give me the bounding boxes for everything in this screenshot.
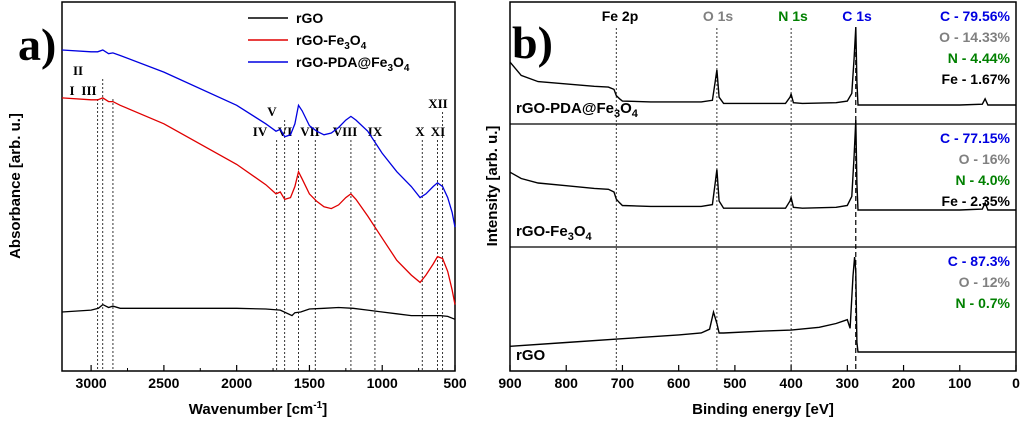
tick-label: 200 xyxy=(892,375,916,391)
panel-a-x-axis-label: Wavenumber [cm-1] xyxy=(189,400,327,418)
peak-marker-label: XI xyxy=(431,124,445,139)
spectrum-panel: rGO C - 87.3% O - 12% N - 0.7% xyxy=(509,253,1016,364)
spectrum-line xyxy=(509,119,1016,211)
composition-value: C - 79.56% xyxy=(940,8,1011,24)
tick-label: 0 xyxy=(1012,375,1020,391)
peak-marker-label: I xyxy=(69,83,74,98)
peak-marker-label: II xyxy=(73,63,83,78)
tick-label: 1500 xyxy=(294,375,325,391)
tick-label: 2000 xyxy=(221,375,252,391)
peak-marker-label: VIII xyxy=(333,124,358,139)
series-line-rgo-fe3o4 xyxy=(61,97,456,305)
peak-marker-label: O 1s xyxy=(703,8,734,24)
tick-label: 100 xyxy=(948,375,972,391)
tick-label: 300 xyxy=(836,375,860,391)
panel-b-peak-markers: Fe 2p O 1s N 1s C 1s xyxy=(602,8,872,371)
composition-value: C - 87.3% xyxy=(948,253,1011,269)
spectrum-panel: rGO-Fe3O4 C - 77.15% O - 16% N - 4.0% Fe - 2… xyxy=(509,119,1016,243)
panel-b-spectra: rGO-PDA@Fe3O4 C - 79.56% O - 14.33% N - 4.4… xyxy=(509,8,1016,364)
panel-b-xps-chart: b) Intensity [arb. u.] Binding energy [e… xyxy=(484,1,1020,418)
spectrum-sample-label: rGO-Fe3O4 xyxy=(516,223,592,243)
legend-label: rGO xyxy=(296,10,323,26)
spectrum-sample-label: rGO xyxy=(516,347,546,364)
panel-a-x-ticks: 3000 2500 2000 1500 1000 500 xyxy=(76,365,467,391)
composition-value: O - 16% xyxy=(959,151,1011,167)
peak-marker-label: N 1s xyxy=(778,8,808,24)
peak-marker-label: Fe 2p xyxy=(602,8,639,24)
panel-a-label: a) xyxy=(18,19,56,70)
composition-value: O - 14.33% xyxy=(939,29,1010,45)
panel-b-x-axis-label: Binding energy [eV] xyxy=(692,401,834,418)
panel-a-y-axis-label: Absorbance [arb. u.] xyxy=(7,113,24,259)
composition-value: Fe - 1.67% xyxy=(942,71,1011,87)
peak-marker-label: III xyxy=(81,83,96,98)
panel-b-x-ticks: 900 800 700 600 500 400 300 200 100 0 xyxy=(498,365,1020,391)
peak-marker-label: IX xyxy=(368,124,383,139)
tick-label: 800 xyxy=(555,375,579,391)
panel-a-frame xyxy=(61,1,456,372)
peak-marker-label: VII xyxy=(300,124,320,139)
panel-b-label: b) xyxy=(512,17,553,68)
composition-value: C - 77.15% xyxy=(940,130,1011,146)
panel-a-ftir-chart: a) Absorbance [arb. u.] Wavenumber [cm-1… xyxy=(7,1,467,418)
spectrum-line xyxy=(509,256,1016,353)
legend-label: rGO-Fe3O4 xyxy=(296,32,367,52)
peak-marker-label: V xyxy=(267,104,277,119)
composition-value: N - 4.44% xyxy=(948,50,1011,66)
tick-label: 2500 xyxy=(148,375,179,391)
spectrum-line xyxy=(509,26,1016,106)
peak-marker-label: C 1s xyxy=(842,8,872,24)
tick-label: 500 xyxy=(723,375,747,391)
spectrum-panel: rGO-PDA@Fe3O4 C - 79.56% O - 14.33% N - 4.4… xyxy=(509,8,1016,120)
tick-label: 1000 xyxy=(367,375,398,391)
tick-label: 400 xyxy=(779,375,803,391)
panel-b-frame xyxy=(509,1,1017,372)
composition-value: N - 4.0% xyxy=(956,172,1011,188)
legend-label: rGO-PDA@Fe3O4 xyxy=(296,54,410,74)
tick-label: 900 xyxy=(498,375,522,391)
tick-label: 600 xyxy=(667,375,691,391)
series-line-rgo xyxy=(61,303,456,320)
peak-marker-label: IV xyxy=(253,124,268,139)
tick-label: 500 xyxy=(443,375,467,391)
peak-marker-label: X xyxy=(415,124,425,139)
composition-value: N - 0.7% xyxy=(956,295,1011,311)
tick-label: 3000 xyxy=(76,375,107,391)
panel-a-series xyxy=(61,49,456,320)
composition-value: Fe - 2.35% xyxy=(942,193,1011,209)
series-line-rgo-pda-fe3o4 xyxy=(61,49,456,228)
panel-b-y-axis-label: Intensity [arb. u.] xyxy=(484,126,501,247)
tick-label: 700 xyxy=(611,375,635,391)
composition-value: O - 12% xyxy=(959,274,1011,290)
spectrum-sample-label: rGO-PDA@Fe3O4 xyxy=(516,100,639,120)
peak-marker-label: XII xyxy=(428,96,448,111)
